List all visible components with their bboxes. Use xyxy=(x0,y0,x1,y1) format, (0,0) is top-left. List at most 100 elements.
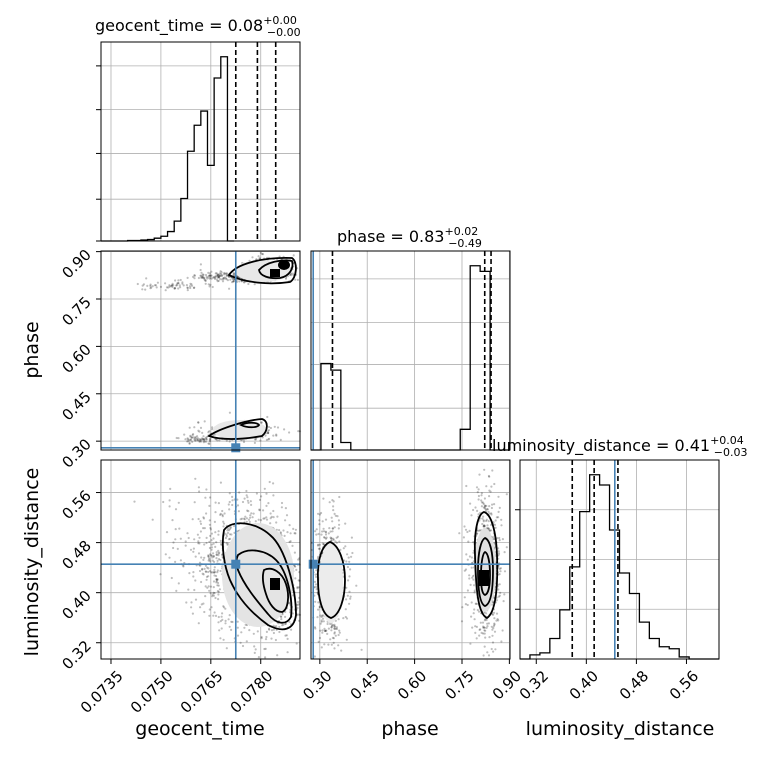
sample-point xyxy=(482,502,485,506)
sample-point xyxy=(187,588,190,591)
sample-point xyxy=(324,530,327,533)
sample-point xyxy=(247,282,250,286)
sample-point xyxy=(217,552,220,555)
sample-point xyxy=(318,547,321,550)
sample-point xyxy=(245,520,248,523)
sample-point xyxy=(492,613,495,616)
sample-point xyxy=(175,284,179,287)
sample-point xyxy=(226,529,229,532)
sample-point xyxy=(279,438,282,441)
sample-point xyxy=(319,614,322,617)
sample-point xyxy=(211,595,214,598)
sample-point xyxy=(205,578,208,581)
sample-point xyxy=(217,621,220,624)
sample-point xyxy=(325,536,328,539)
sample-point xyxy=(284,277,288,280)
sample-point xyxy=(465,553,468,556)
sample-point xyxy=(197,542,200,545)
sample-point xyxy=(192,433,195,436)
sample-point xyxy=(233,272,236,275)
sample-point xyxy=(472,612,475,615)
sample-point xyxy=(204,585,207,588)
sample-point xyxy=(472,541,475,544)
sample-point xyxy=(351,551,354,555)
sample-point xyxy=(339,548,342,552)
sample-point xyxy=(190,436,193,439)
sample-point xyxy=(177,501,180,504)
sample-point xyxy=(296,278,299,281)
sample-point xyxy=(482,626,485,629)
contour-outer xyxy=(227,257,297,285)
sample-point xyxy=(258,257,261,260)
sample-point xyxy=(345,598,348,601)
sample-point xyxy=(314,585,317,589)
sample-point xyxy=(482,515,485,518)
sample-point xyxy=(223,271,226,275)
sample-point xyxy=(188,438,191,441)
sample-point xyxy=(174,528,177,531)
panel-2d-geocent-time-luminosity-distance: 0.32 0.40 0.48 0.56 0.0735 0.0750 0.0765 0.078… xyxy=(21,459,302,740)
sample-point xyxy=(201,568,204,571)
sample-point xyxy=(146,284,149,287)
sample-point xyxy=(322,617,325,620)
sample-point xyxy=(288,524,291,527)
sample-point xyxy=(472,508,475,512)
sample-point xyxy=(193,538,196,541)
sample-point xyxy=(320,619,323,622)
sample-point xyxy=(217,275,220,279)
sample-point xyxy=(225,647,228,650)
sample-point xyxy=(243,281,246,284)
sample-point xyxy=(296,587,299,590)
sample-point xyxy=(186,289,189,292)
sample-point xyxy=(283,428,286,431)
sample-point xyxy=(228,614,231,617)
sample-point xyxy=(222,278,225,281)
sample-point xyxy=(500,524,503,527)
sample-point xyxy=(253,645,256,648)
sample-point xyxy=(190,601,193,604)
sample-point xyxy=(193,501,196,504)
sample-point xyxy=(486,524,489,527)
sample-point xyxy=(492,521,495,524)
sample-point xyxy=(490,485,493,488)
sample-point xyxy=(285,634,288,637)
sample-point xyxy=(225,541,228,545)
sample-point xyxy=(190,284,194,287)
sample-point xyxy=(250,503,253,506)
sample-point xyxy=(207,555,210,558)
sample-point xyxy=(182,284,185,287)
sample-point xyxy=(204,436,207,440)
sample-point xyxy=(491,603,494,606)
sample-point xyxy=(320,620,323,623)
sample-point xyxy=(482,506,485,509)
sample-point xyxy=(347,579,350,582)
sample-point xyxy=(213,560,216,564)
sample-point xyxy=(197,421,200,424)
sample-point xyxy=(258,509,261,512)
sample-point xyxy=(487,510,490,513)
sample-point xyxy=(492,650,495,653)
sample-point xyxy=(221,509,224,513)
sample-point xyxy=(189,438,192,441)
sample-point xyxy=(202,516,205,519)
sample-point xyxy=(475,625,478,629)
y-axis-label-luminosity-distance: luminosity_distance xyxy=(21,468,43,657)
sample-point xyxy=(197,552,201,555)
density-contours xyxy=(221,522,297,631)
sample-point xyxy=(181,282,184,285)
sample-point xyxy=(204,570,207,573)
sample-point xyxy=(336,515,339,518)
sample-point xyxy=(285,514,289,517)
sample-point xyxy=(186,286,189,290)
sample-point xyxy=(216,590,219,593)
sample-point xyxy=(490,523,493,527)
sample-point xyxy=(483,645,486,648)
sample-point xyxy=(487,654,491,657)
sample-point xyxy=(175,284,178,287)
sample-point xyxy=(241,500,245,504)
sample-point xyxy=(244,515,247,518)
sample-point xyxy=(216,275,219,278)
sample-point xyxy=(321,542,324,545)
sample-point xyxy=(330,539,333,542)
sample-point xyxy=(326,632,329,636)
